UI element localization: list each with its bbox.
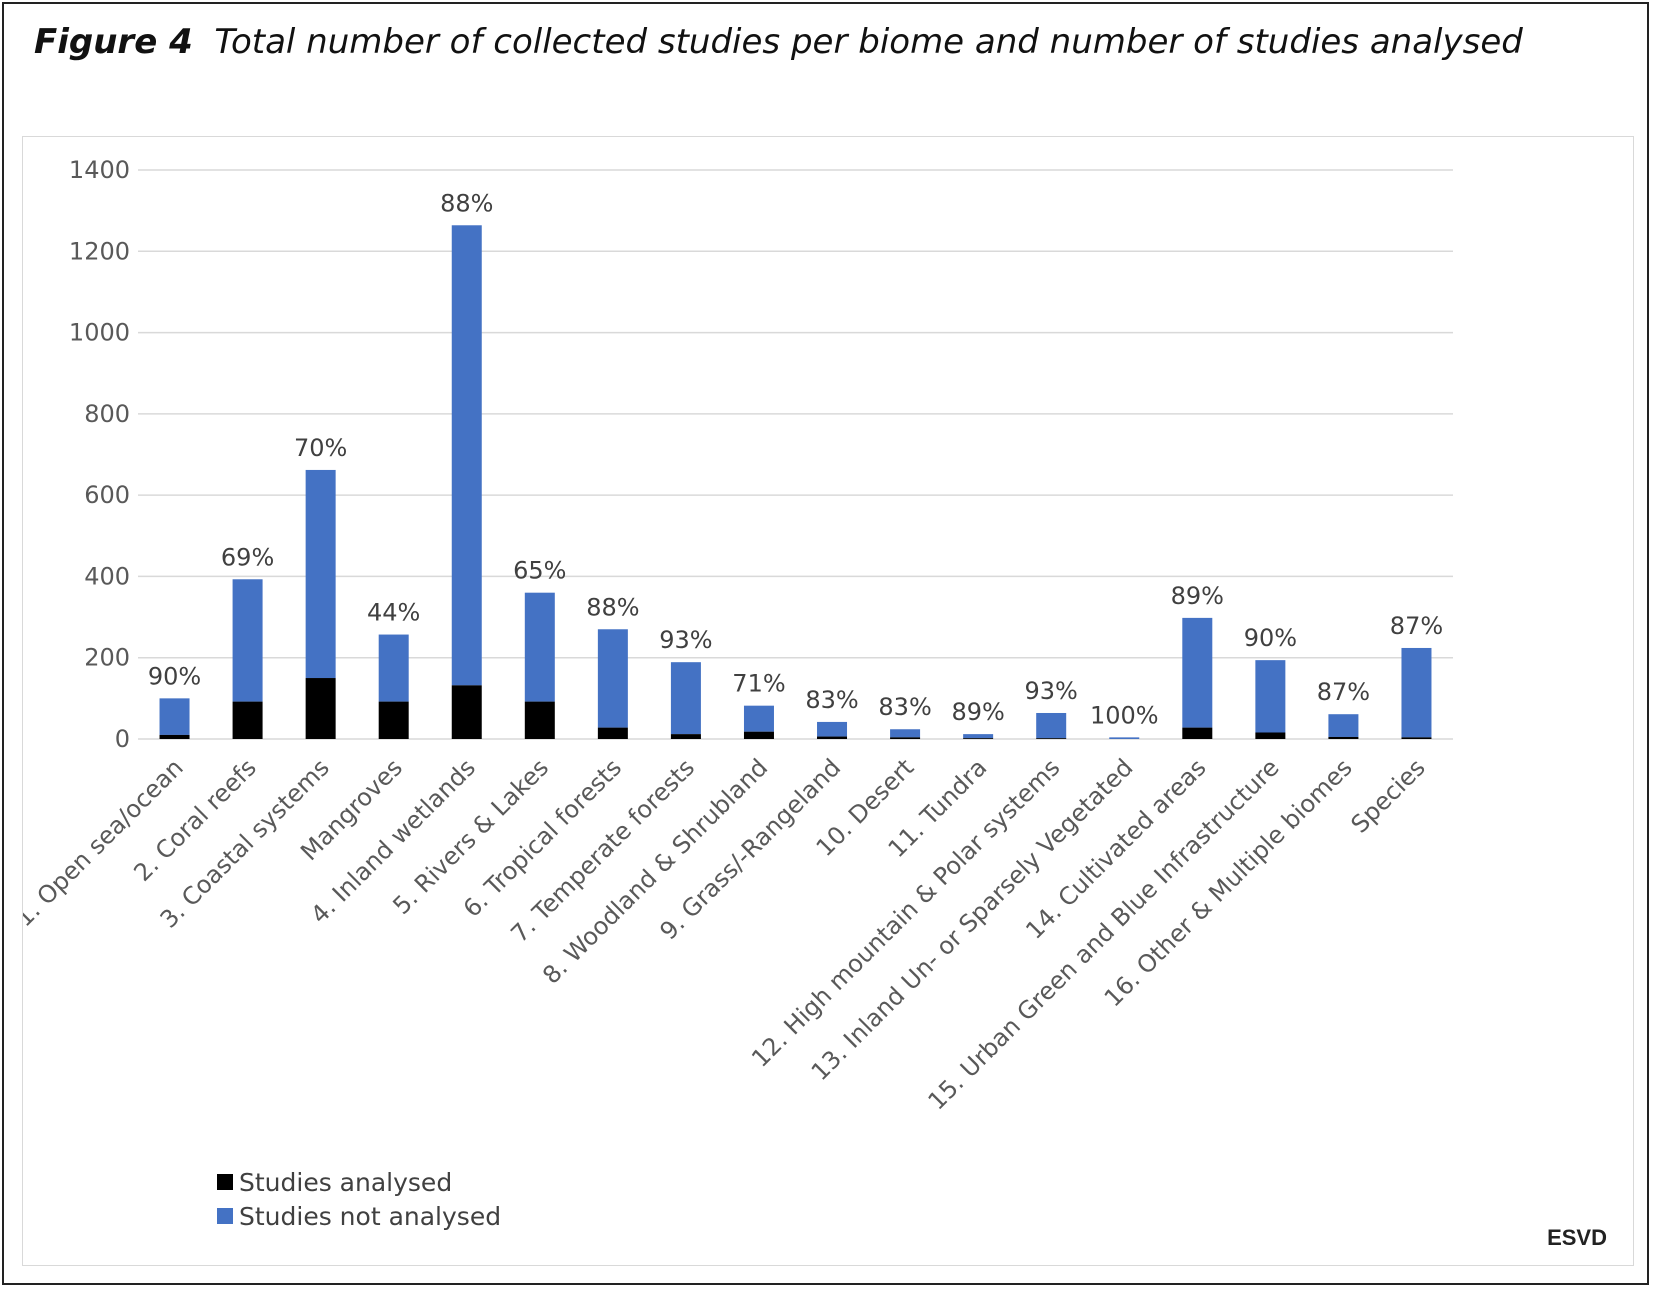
bar-not-analysed [817, 721, 848, 737]
data-label: 100% [1090, 701, 1159, 729]
y-tick-label: 600 [84, 481, 130, 509]
bar-analysed [670, 734, 701, 739]
bar-not-analysed [743, 705, 774, 732]
bar-not-analysed [159, 698, 190, 735]
bar-not-analysed [232, 579, 263, 702]
figure-title: Figure 4 Total number of collected studi… [34, 22, 1523, 62]
bar-analysed [1036, 738, 1067, 739]
data-label: 65% [513, 557, 566, 585]
legend-swatch-analysed [217, 1174, 233, 1190]
data-label: 89% [951, 698, 1004, 726]
bar-not-analysed [963, 734, 994, 739]
bar-not-analysed [890, 729, 921, 738]
data-label: 88% [586, 593, 639, 621]
bar-analysed [159, 734, 190, 739]
bar-analysed [451, 685, 482, 739]
bar-analysed [378, 701, 409, 739]
data-label: 90% [1244, 624, 1297, 652]
data-label: 69% [221, 543, 274, 571]
bar-analysed [1255, 732, 1286, 739]
data-label: 88% [440, 189, 493, 217]
bar-not-analysed [451, 225, 482, 686]
bar-not-analysed [1255, 660, 1286, 733]
y-tick-label: 400 [84, 562, 130, 590]
bar-not-analysed [597, 629, 628, 728]
bar-analysed [524, 701, 555, 739]
bar-analysed [1401, 737, 1432, 739]
bar-not-analysed [1036, 712, 1067, 739]
y-tick-label: 800 [84, 400, 130, 428]
y-tick-label: 1400 [69, 156, 130, 184]
bar-analysed [305, 678, 336, 739]
legend-label-analysed: Studies analysed [239, 1167, 453, 1197]
bar-not-analysed [1109, 737, 1140, 739]
bar-analysed [597, 727, 628, 739]
figure-label: Figure 4 [34, 22, 193, 62]
bar-analysed [232, 701, 263, 739]
bar-analysed [890, 737, 921, 739]
bar-analysed [1182, 727, 1213, 739]
data-label: 71% [732, 670, 785, 698]
legend-item-analysed: Studies analysed [217, 1165, 501, 1199]
y-tick-label: 1200 [69, 237, 130, 265]
data-label: 87% [1317, 678, 1370, 706]
chart-panel: 0 200 400 600 800 1000 1200 1400 90% 1. Open sea/… [22, 136, 1634, 1266]
bar-not-analysed [1401, 647, 1432, 738]
y-tick-label: 200 [84, 644, 130, 672]
bar-analysed [963, 738, 994, 739]
bar-not-analysed [670, 662, 701, 735]
y-tick-label: 1000 [69, 319, 130, 347]
chart-legend: Studies analysed Studies not analysed [217, 1165, 501, 1233]
bar-not-analysed [1182, 617, 1213, 728]
data-label: 44% [367, 599, 420, 627]
data-label: 93% [1025, 677, 1078, 705]
data-label: 83% [805, 686, 858, 714]
bar-analysed [1328, 736, 1359, 739]
figure-caption: Total number of collected studies per bi… [214, 22, 1523, 62]
bar-analysed [743, 731, 774, 739]
legend-swatch-not-analysed [217, 1208, 233, 1224]
x-tick-label: Species [1346, 753, 1431, 838]
bar-not-analysed [305, 469, 336, 679]
data-label: 70% [294, 434, 347, 462]
y-tick-label: 0 [115, 725, 130, 753]
bar-not-analysed [378, 634, 409, 702]
data-label: 93% [659, 626, 712, 654]
data-label: 87% [1390, 612, 1443, 640]
legend-item-not-analysed: Studies not analysed [217, 1199, 501, 1233]
data-label: 89% [1171, 582, 1224, 610]
bar-not-analysed [524, 592, 555, 702]
bar-not-analysed [1328, 714, 1359, 737]
bar-analysed [817, 736, 848, 739]
data-label: 83% [878, 693, 931, 721]
legend-label-not-analysed: Studies not analysed [239, 1201, 502, 1231]
figure-frame: Figure 4 Total number of collected studi… [2, 2, 1649, 1285]
data-label: 90% [148, 662, 201, 690]
source-tag: ESVD [1547, 1225, 1607, 1250]
